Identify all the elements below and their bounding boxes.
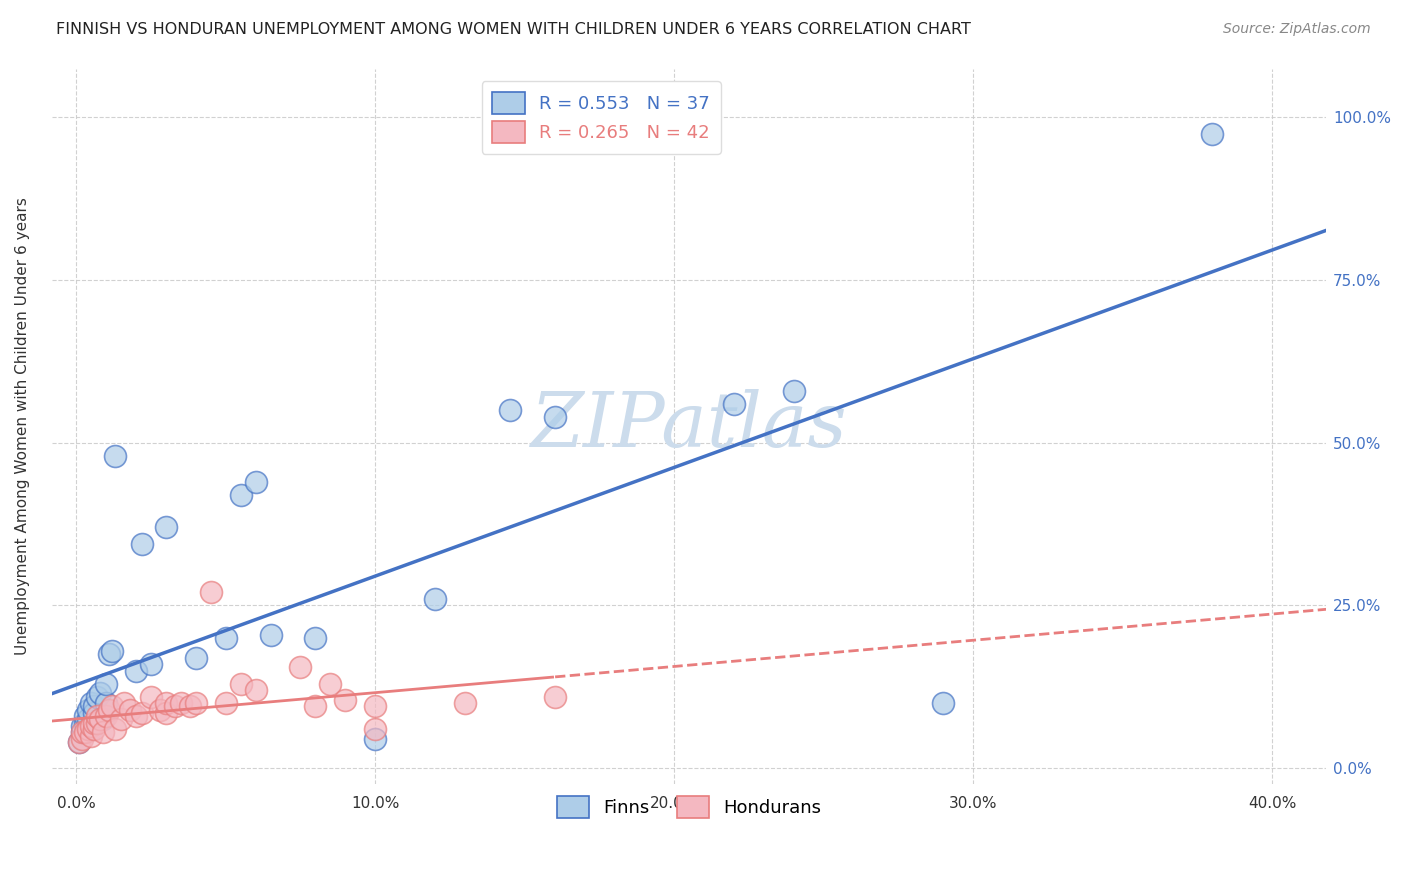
Point [259,628,281,642]
Point [723,397,745,411]
Point [70,725,93,739]
Point [139,690,162,704]
Point [304,631,326,645]
Point [290,660,312,674]
Point [80,696,103,710]
Point [932,696,955,710]
Point [364,722,387,736]
Point [214,631,236,645]
Point [155,520,177,534]
Point [80,719,103,733]
Point [75,709,97,723]
Point [454,696,477,710]
Point [67,735,90,749]
Point [783,384,806,398]
Point [104,449,127,463]
Point [319,676,342,690]
Point [229,488,252,502]
Point [89,712,111,726]
Legend: Finns, Hondurans: Finns, Hondurans [550,789,830,825]
Point [214,696,236,710]
Point [1201,127,1223,141]
Point [499,403,522,417]
Point [86,715,108,730]
Point [170,696,193,710]
Point [83,706,105,720]
Point [335,693,357,707]
Point [75,715,97,730]
Point [77,702,100,716]
Point [83,699,105,714]
Text: FINNISH VS HONDURAN UNEMPLOYMENT AMONG WOMEN WITH CHILDREN UNDER 6 YEARS CORRELA: FINNISH VS HONDURAN UNEMPLOYMENT AMONG W… [56,22,972,37]
Point [184,696,207,710]
Point [83,722,105,736]
Point [112,696,135,710]
Point [91,712,114,726]
Point [89,686,111,700]
Point [149,702,172,716]
Point [179,699,201,714]
Point [86,709,108,723]
Point [70,719,93,733]
Point [98,647,121,661]
Point [245,475,267,489]
Point [423,591,446,606]
Point [364,699,387,714]
Point [101,699,124,714]
Point [184,650,207,665]
Point [91,725,114,739]
Point [200,585,222,599]
Point [83,715,105,730]
Point [125,709,148,723]
Point [80,722,103,736]
Point [86,690,108,704]
Point [131,536,153,550]
Text: ZIPatlas: ZIPatlas [531,390,848,464]
Point [131,706,153,720]
Point [98,702,121,716]
Point [543,690,565,704]
Point [104,722,127,736]
Point [125,664,148,678]
Point [155,706,177,720]
Point [163,699,186,714]
Point [118,702,141,716]
Y-axis label: Unemployment Among Women with Children Under 6 years: Unemployment Among Women with Children U… [15,197,30,656]
Point [75,725,97,739]
Point [77,712,100,726]
Text: Source: ZipAtlas.com: Source: ZipAtlas.com [1223,22,1371,37]
Point [70,725,93,739]
Point [245,683,267,698]
Point [110,712,132,726]
Point [94,676,117,690]
Point [543,409,565,424]
Point [101,644,124,658]
Point [139,657,162,671]
Point [67,735,90,749]
Point [94,709,117,723]
Point [70,731,93,746]
Point [155,696,177,710]
Point [229,676,252,690]
Point [77,722,100,736]
Point [94,696,117,710]
Point [80,729,103,743]
Point [364,731,387,746]
Point [304,699,326,714]
